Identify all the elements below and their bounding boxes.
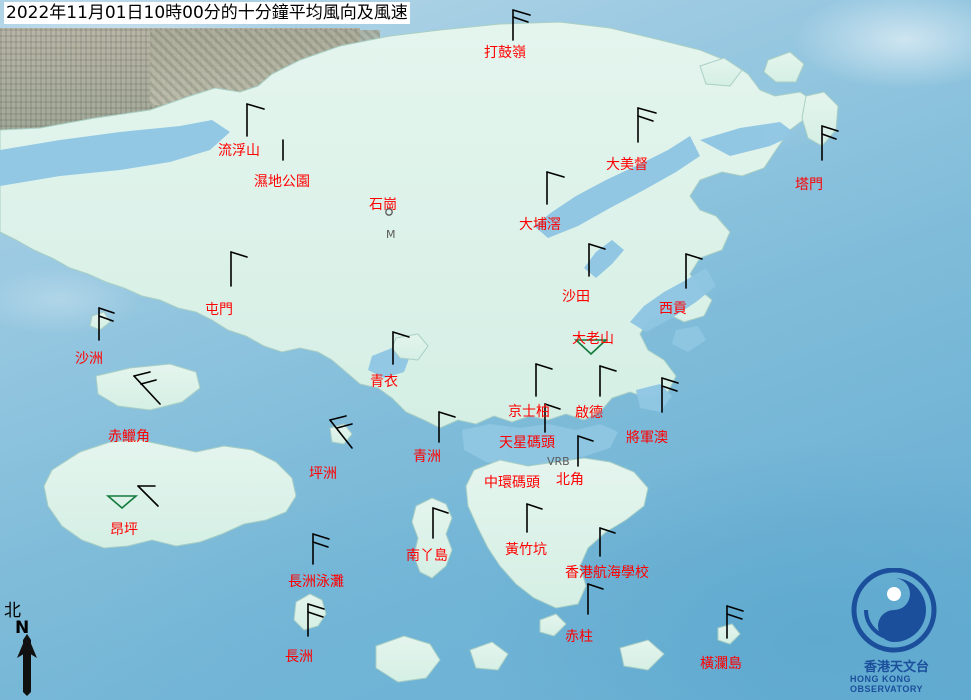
barb-大埔滘: [546, 171, 565, 205]
barb-京士柏: [535, 363, 553, 397]
station-label-lamma-island: 南丫島: [406, 548, 448, 564]
barb-西貢: [685, 253, 703, 289]
land-islet-ne2: [699, 57, 743, 87]
station-label-star-ferry: 天星碼頭: [499, 435, 555, 451]
station-label-tuen-mun: 屯門: [205, 302, 233, 318]
land-new-territories: [0, 21, 813, 429]
station-label-green-island: 青洲: [413, 449, 441, 465]
station-label-kings-park: 京士柏: [508, 404, 550, 420]
barb-橫瀾島: [726, 605, 744, 639]
station-label-sai-kung: 西貢: [659, 301, 687, 317]
station-label-tates-cairn: 大老山: [572, 331, 614, 347]
hko-name-en: HONG KONG OBSERVATORY: [850, 674, 924, 694]
land-tsing-yi: [391, 333, 429, 361]
barb-天星碼頭: [544, 403, 561, 433]
station-label-cheung-chau: 長洲: [285, 649, 313, 665]
annotation-central-pier-vrb: VRB: [547, 455, 570, 468]
station-label-shek-kong: 石崗: [369, 197, 397, 213]
land-sha-chau: [89, 311, 111, 331]
barb-流浮山: [246, 103, 265, 137]
station-label-waglan-island: 橫瀾島: [700, 656, 742, 672]
barb-赤鱲角: [133, 371, 161, 405]
hko-logo: 香港天文台 HONG KONG OBSERVATORY: [850, 567, 968, 696]
wind-barbs-layer: [98, 9, 839, 639]
land-chek-lap-kok: [95, 363, 201, 411]
map-title: 2022年11月01日10時00分的十分鐘平均風向及風速: [4, 2, 410, 24]
station-label-wong-chuk-hang: 黃竹坑: [505, 542, 547, 558]
barb-昂坪: [105, 485, 159, 510]
station-label-dagulin: 打鼓嶺: [484, 45, 526, 61]
barb-香港航海學校: [599, 527, 616, 557]
station-label-kai-tak: 啟德: [575, 405, 603, 421]
station-label-peng-chau: 坪洲: [309, 466, 337, 482]
station-label-tseung-kwan-o: 將軍澳: [626, 430, 668, 446]
land-tap-mun: [801, 91, 839, 147]
station-label-cheung-chau-beach: 長洲泳灘: [288, 574, 344, 590]
station-label-sha-chau: 沙洲: [75, 351, 103, 367]
station-label-north-point: 北角: [556, 472, 584, 488]
barb-大老山: [573, 339, 609, 356]
station-label-tai-po-kau: 大埔滘: [519, 217, 561, 233]
compass-arrow-icon: [17, 634, 37, 696]
land-islet-sw: [375, 635, 441, 683]
barb-啟德: [599, 365, 617, 397]
land-islet-se: [619, 639, 665, 671]
annotation-shek-kong-missing: M: [386, 228, 396, 241]
land-hong-kong-island: [465, 457, 649, 609]
barb-青洲: [438, 411, 456, 443]
station-label-central-pier: 中環碼頭: [484, 475, 540, 491]
barb-打鼓嶺: [512, 9, 531, 41]
station-label-chek-lap-kok: 赤鱲角: [108, 429, 150, 445]
barb-赤柱: [587, 583, 604, 615]
station-label-tai-mei-tuk: 大美督: [606, 157, 648, 173]
barb-石崗: [385, 208, 393, 216]
land-islet-ne1: [763, 51, 805, 83]
barb-沙田: [588, 243, 606, 277]
hko-name-cn: 香港天文台: [864, 660, 930, 675]
inlets-layer: [0, 120, 796, 466]
barb-南丫島: [432, 507, 449, 539]
land-lamma: [411, 497, 453, 579]
station-label-wetland-park: 濕地公園: [254, 174, 310, 190]
barb-沙洲: [98, 307, 115, 341]
station-label-lau-fau-shan: 流浮山: [218, 143, 260, 159]
barb-塔門: [821, 125, 839, 161]
barb-青衣: [392, 331, 410, 365]
barb-長洲: [307, 603, 325, 637]
land-islet-s1: [469, 641, 509, 671]
land-waglan: [717, 623, 741, 645]
barb-坪洲: [329, 415, 353, 449]
station-label-sha-tin: 沙田: [562, 289, 590, 305]
hko-emblem-icon: [851, 567, 937, 653]
barb-將軍澳: [661, 377, 679, 413]
station-label-tap-mun: 塔門: [795, 177, 823, 193]
compass-label-en: N: [15, 618, 30, 638]
station-label-ngong-ping: 昂坪: [110, 522, 138, 538]
barb-屯門: [230, 251, 248, 287]
barb-大美督: [637, 107, 657, 143]
barb-長洲泳灘: [312, 533, 330, 565]
compass-rose: 北 N: [4, 596, 50, 696]
land-lantau: [43, 439, 297, 549]
barb-北角: [577, 435, 594, 467]
station-label-tsing-yi: 青衣: [370, 374, 398, 390]
compass-label-cn: 北: [4, 601, 21, 621]
land-islet-south: [539, 613, 567, 637]
station-label-stanley: 赤柱: [565, 629, 593, 645]
station-label-sea-school: 香港航海學校: [565, 565, 649, 581]
barb-黃竹坑: [526, 503, 543, 533]
